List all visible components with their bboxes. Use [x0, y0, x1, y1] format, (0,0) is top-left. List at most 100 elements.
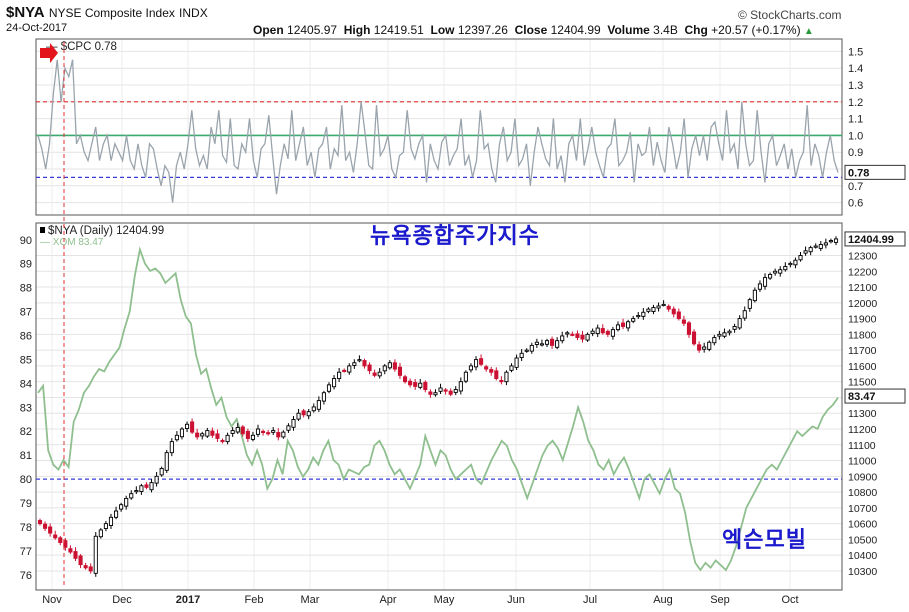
- nya-candle-body: [281, 431, 286, 438]
- nya-candle-body: [453, 389, 458, 393]
- nya-candle-body: [255, 428, 261, 435]
- nya-candle-body: [722, 332, 727, 337]
- nya-candle-body: [215, 433, 220, 439]
- nya-candle-body: [402, 376, 408, 383]
- nya-candle-body: [742, 310, 747, 319]
- nya-candle-body: [707, 341, 712, 350]
- nya-candle-body: [397, 366, 403, 376]
- nya-candle-body: [53, 534, 58, 539]
- nya-candle-body: [357, 359, 362, 362]
- nya-y-tick: 11000: [848, 456, 877, 468]
- nya-candle-body: [681, 319, 686, 324]
- nya-candle-body: [610, 329, 615, 337]
- nya-candle-body: [200, 433, 205, 437]
- nya-candle-body: [550, 338, 555, 346]
- nya-candle-body: [798, 255, 803, 261]
- nya-candle-body: [671, 308, 676, 315]
- nya-candle-body: [752, 289, 757, 302]
- nya-candle-body: [291, 419, 296, 428]
- cpc-y-tick: 1.4: [848, 63, 863, 75]
- nya-candle-body: [686, 322, 692, 335]
- xom-line-layer: [37, 245, 839, 572]
- source-label[interactable]: © StockCharts.com: [738, 8, 842, 22]
- nya-y-tick: 11600: [848, 361, 877, 373]
- chg-arrow-icon: ▲: [803, 26, 814, 37]
- nya-candle-body: [788, 262, 793, 266]
- nya-candle-body: [37, 520, 43, 525]
- cpc-line-layer: [37, 59, 839, 203]
- nya-candle-body: [636, 314, 641, 318]
- nya-candle-body: [271, 430, 276, 433]
- nya-y-tick: 10500: [848, 534, 877, 546]
- nya-candle-body: [773, 270, 778, 274]
- nya-candle-body: [626, 321, 631, 329]
- nya-candle-body: [352, 362, 357, 366]
- nya-candle-body: [494, 370, 499, 379]
- nya-candle-body: [210, 430, 215, 436]
- nya-candle-body: [499, 379, 504, 383]
- nya-candle-body: [555, 340, 560, 348]
- nya-candle-body: [367, 364, 372, 372]
- cpc-y-tick: 0.9: [848, 147, 863, 159]
- nya-candle-body: [448, 390, 453, 395]
- nya-candle-body: [408, 380, 413, 386]
- nya-last-value: 12404.99: [848, 234, 894, 246]
- xom-series-line: [37, 245, 839, 572]
- nya-candle-body: [119, 504, 124, 510]
- xom-y-tick: 86: [20, 331, 32, 343]
- volume-label: Volume: [607, 23, 650, 37]
- nya-candle-body: [641, 311, 646, 317]
- red-right-arrow-icon: [40, 43, 58, 63]
- cpc-panel-frame: [35, 38, 843, 216]
- nya-candle-body: [245, 430, 250, 439]
- nya-candle-body: [605, 330, 610, 335]
- nya-candle-body: [250, 434, 255, 440]
- index-name: NYSE Composite Index: [48, 6, 175, 20]
- xom-y-tick: 84: [20, 378, 32, 390]
- nya-candle-body: [590, 330, 595, 334]
- nya-candle-body: [205, 430, 210, 437]
- nya-candle-body: [737, 318, 742, 329]
- nya-candle-body: [124, 497, 129, 507]
- nya-y-tick: 12300: [848, 251, 877, 263]
- nya-candle-body: [651, 307, 656, 312]
- nya-candle-body: [68, 548, 73, 553]
- ohlc-stats: Open 12405.97 High 12419.51 Low 12397.26…: [253, 23, 814, 37]
- nya-candle-body: [463, 371, 468, 382]
- nya-candle-body: [762, 277, 768, 287]
- nya-candle-body: [768, 273, 773, 279]
- volume-value: 3.4B: [653, 23, 678, 37]
- nya-candle-body: [240, 426, 245, 435]
- nya-candle-body: [93, 535, 98, 574]
- nya-candle-body: [108, 516, 114, 526]
- nya-candle-body: [484, 366, 489, 370]
- nya-candle-body: [73, 551, 78, 559]
- nya-candle-body: [114, 510, 119, 518]
- nya-candle-body: [98, 529, 103, 538]
- nya-candle-body: [479, 358, 484, 365]
- nya-candle-body: [342, 369, 347, 372]
- nya-candle-body: [88, 566, 93, 572]
- nya-candle-body: [808, 247, 813, 253]
- chart-date: 24-Oct-2017: [6, 22, 68, 34]
- nya-y-tick: 10700: [848, 503, 877, 515]
- nya-candle-body: [418, 382, 423, 388]
- nya-candle-body: [585, 333, 590, 341]
- panel-frames: [35, 38, 843, 591]
- cpc-last-value-box: [844, 164, 906, 180]
- xom-y-tick: 88: [20, 283, 32, 295]
- nya-last-value-box: [844, 231, 906, 247]
- x-tick-label: Jun: [507, 594, 525, 606]
- nya-candle-body: [560, 335, 565, 342]
- high-label: High: [343, 23, 371, 37]
- nya-candle-body: [676, 311, 681, 320]
- nya-candle-body: [296, 412, 301, 420]
- nya-candle-body: [631, 318, 636, 322]
- nya-candle-body: [48, 526, 53, 534]
- xom-y-tick: 83: [20, 402, 32, 414]
- x-tick-label: Sep: [710, 594, 730, 606]
- nya-candle-body: [134, 490, 139, 493]
- nya-candle-body: [139, 485, 144, 492]
- nya-candle-body: [184, 423, 190, 429]
- nya-candle-body: [818, 244, 823, 249]
